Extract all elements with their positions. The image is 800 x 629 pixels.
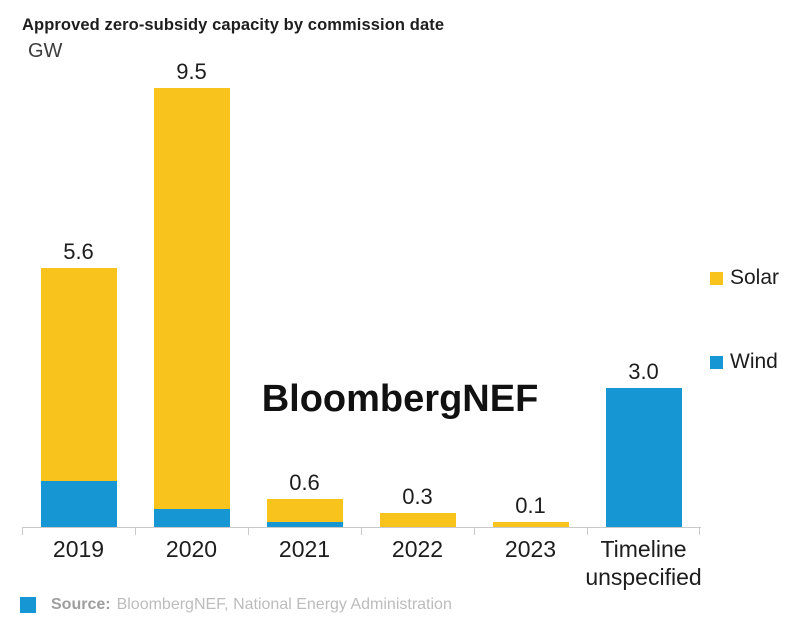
source-text: BloombergNEF, National Energy Administra…	[116, 596, 452, 613]
chart-title: Approved zero-subsidy capacity by commis…	[22, 16, 445, 34]
bar-segment-solar-2020	[153, 88, 230, 509]
watermark: BloombergNEF	[261, 378, 539, 420]
x-axis-label: 2020	[165, 536, 218, 562]
bar-value-label: 0.1	[515, 493, 546, 519]
bar-segment-solar-2021	[266, 499, 343, 523]
x-axis-tick	[135, 527, 136, 535]
bar-segment-wind-2020	[153, 508, 230, 527]
legend-label-solar: Solar	[730, 266, 780, 289]
source-logo-icon	[20, 597, 36, 613]
bar-segment-wind-2021	[266, 522, 343, 527]
legend-item-solar: Solar	[710, 266, 779, 290]
x-axis-label: 2022	[391, 536, 444, 562]
bar-segment-solar-2022	[379, 513, 456, 527]
bar-segment-wind-timeline-unspecified	[605, 388, 682, 527]
bar-value-label: 9.5	[176, 59, 207, 84]
bar-value-label: 0.3	[402, 484, 433, 510]
bar-value-label: 0.6	[289, 470, 320, 496]
y-axis-unit: GW	[28, 40, 63, 62]
x-axis-label: 2021	[278, 536, 331, 562]
x-axis-tick	[361, 527, 362, 535]
x-axis-label: Timeline unspecified	[585, 536, 702, 590]
bar-value-label: 3.0	[628, 359, 659, 385]
source-label: Source:	[51, 596, 111, 613]
legend-item-wind: Wind	[710, 350, 778, 374]
bar-segment-solar-2023	[492, 522, 569, 527]
x-axis-tick	[587, 527, 588, 535]
x-axis-label: 2023	[504, 536, 557, 562]
x-axis-tick	[248, 527, 249, 535]
bar-segment-wind-2019	[40, 480, 117, 527]
solar-swatch-icon	[710, 271, 723, 285]
source-line: Source: BloombergNEF, National Energy Ad…	[20, 596, 452, 614]
x-axis-label: 2019	[52, 536, 105, 562]
bar-value-label: 5.6	[63, 239, 94, 265]
bar-segment-solar-2019	[40, 268, 117, 481]
plot-area: 5.6 2019 9.5 2020 0.6 2021 0.3 2022 0.1 2023 3.0 Ti…	[22, 59, 702, 590]
x-axis-tick	[22, 527, 23, 535]
wind-swatch-icon	[710, 355, 723, 369]
x-axis-tick	[474, 527, 475, 535]
legend-label-wind: Wind	[730, 350, 778, 373]
x-axis-tick	[699, 527, 700, 535]
